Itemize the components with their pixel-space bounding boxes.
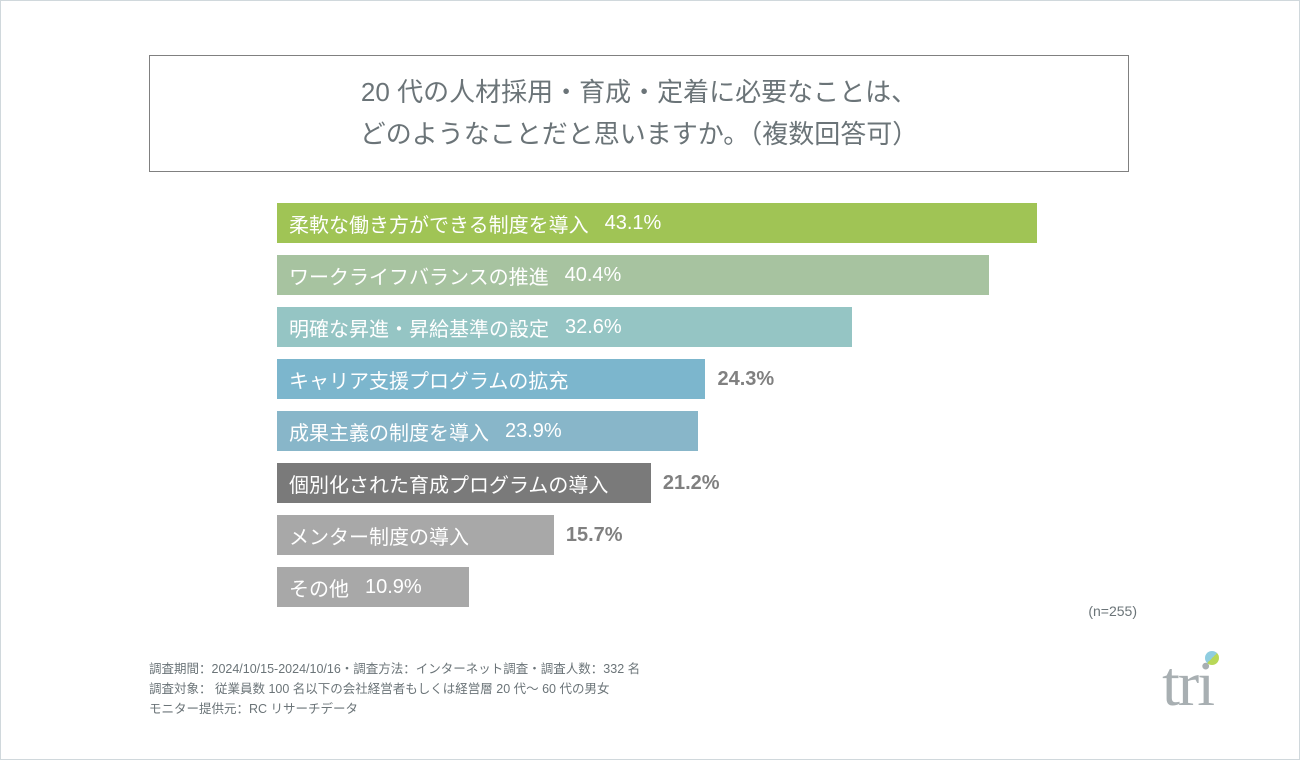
bar: 個別化された育成プログラムの導入21.2% [277, 463, 651, 503]
bar: ワークライフバランスの推進 40.4% [277, 255, 989, 295]
bar-row: 明確な昇進・昇給基準の設定 32.6% [277, 307, 1037, 359]
bar-label: その他 [289, 573, 349, 602]
chart-title-box: 20 代の人材採用・育成・定着に必要なことは、 どのようなことだと思いますか。（… [149, 55, 1129, 172]
bar: その他 10.9% [277, 567, 469, 607]
bar-label: メンター制度の導入 [289, 521, 469, 550]
bar-value: 32.6% [565, 316, 622, 339]
bar: キャリア支援プログラムの拡充24.3% [277, 359, 705, 399]
bar-row: ワークライフバランスの推進 40.4% [277, 255, 1037, 307]
bar-value: 23.9% [505, 420, 562, 443]
bar-value: 24.3% [717, 368, 774, 391]
logo-dot-icon [1205, 651, 1219, 665]
bar-value: 10.9% [365, 576, 422, 599]
bar-row: 柔軟な働き方ができる制度を導入 43.1% [277, 203, 1037, 255]
bar-value: 15.7% [566, 524, 623, 547]
footer-line3: モニター提供元：RC リサーチデータ [149, 699, 640, 719]
bar-row: 個別化された育成プログラムの導入 21.2% [277, 463, 1037, 515]
bar-row: メンター制度の導入 15.7% [277, 515, 1037, 567]
bar-label: 柔軟な働き方ができる制度を導入 [289, 209, 589, 238]
bar-value: 21.2% [663, 472, 720, 495]
tri-logo: tri [1162, 647, 1227, 721]
bar-value: 43.1% [605, 212, 662, 235]
bar: 明確な昇進・昇給基準の設定 32.6% [277, 307, 852, 347]
bar: 柔軟な働き方ができる制度を導入 43.1% [277, 203, 1037, 243]
survey-metadata: 調査期間：2024/10/15-2024/10/16・調査方法：インターネット調… [149, 659, 640, 719]
chart-title-line1: 20 代の人材採用・育成・定着に必要なことは、 [170, 72, 1108, 114]
bar-label: 成果主義の制度を導入 [289, 417, 489, 446]
bar-row: キャリア支援プログラムの拡充 24.3% [277, 359, 1037, 411]
footer-line2: 調査対象： 従業員数 100 名以下の会社経営者もしくは経営層 20 代～ 60… [149, 679, 640, 699]
chart-title-line2: どのようなことだと思いますか。（複数回答可） [170, 114, 1108, 156]
bar-chart: 柔軟な働き方ができる制度を導入 43.1% ワークライフバランスの推進 40.4% 明確… [277, 203, 1037, 619]
bar-row: 成果主義の制度を導入 23.9% [277, 411, 1037, 463]
bar-label: 個別化された育成プログラムの導入 [289, 469, 608, 498]
bar-row: その他 10.9% [277, 567, 1037, 619]
bar-label: キャリア支援プログラムの拡充 [289, 365, 568, 394]
bar: メンター制度の導入15.7% [277, 515, 554, 555]
bar-label: 明確な昇進・昇給基準の設定 [289, 313, 549, 342]
bar-value: 40.4% [565, 264, 622, 287]
footer-line1: 調査期間：2024/10/15-2024/10/16・調査方法：インターネット調… [149, 659, 640, 679]
bar: 成果主義の制度を導入 23.9% [277, 411, 698, 451]
sample-size-label: (n=255) [1088, 603, 1137, 619]
bar-label: ワークライフバランスの推進 [289, 261, 549, 290]
